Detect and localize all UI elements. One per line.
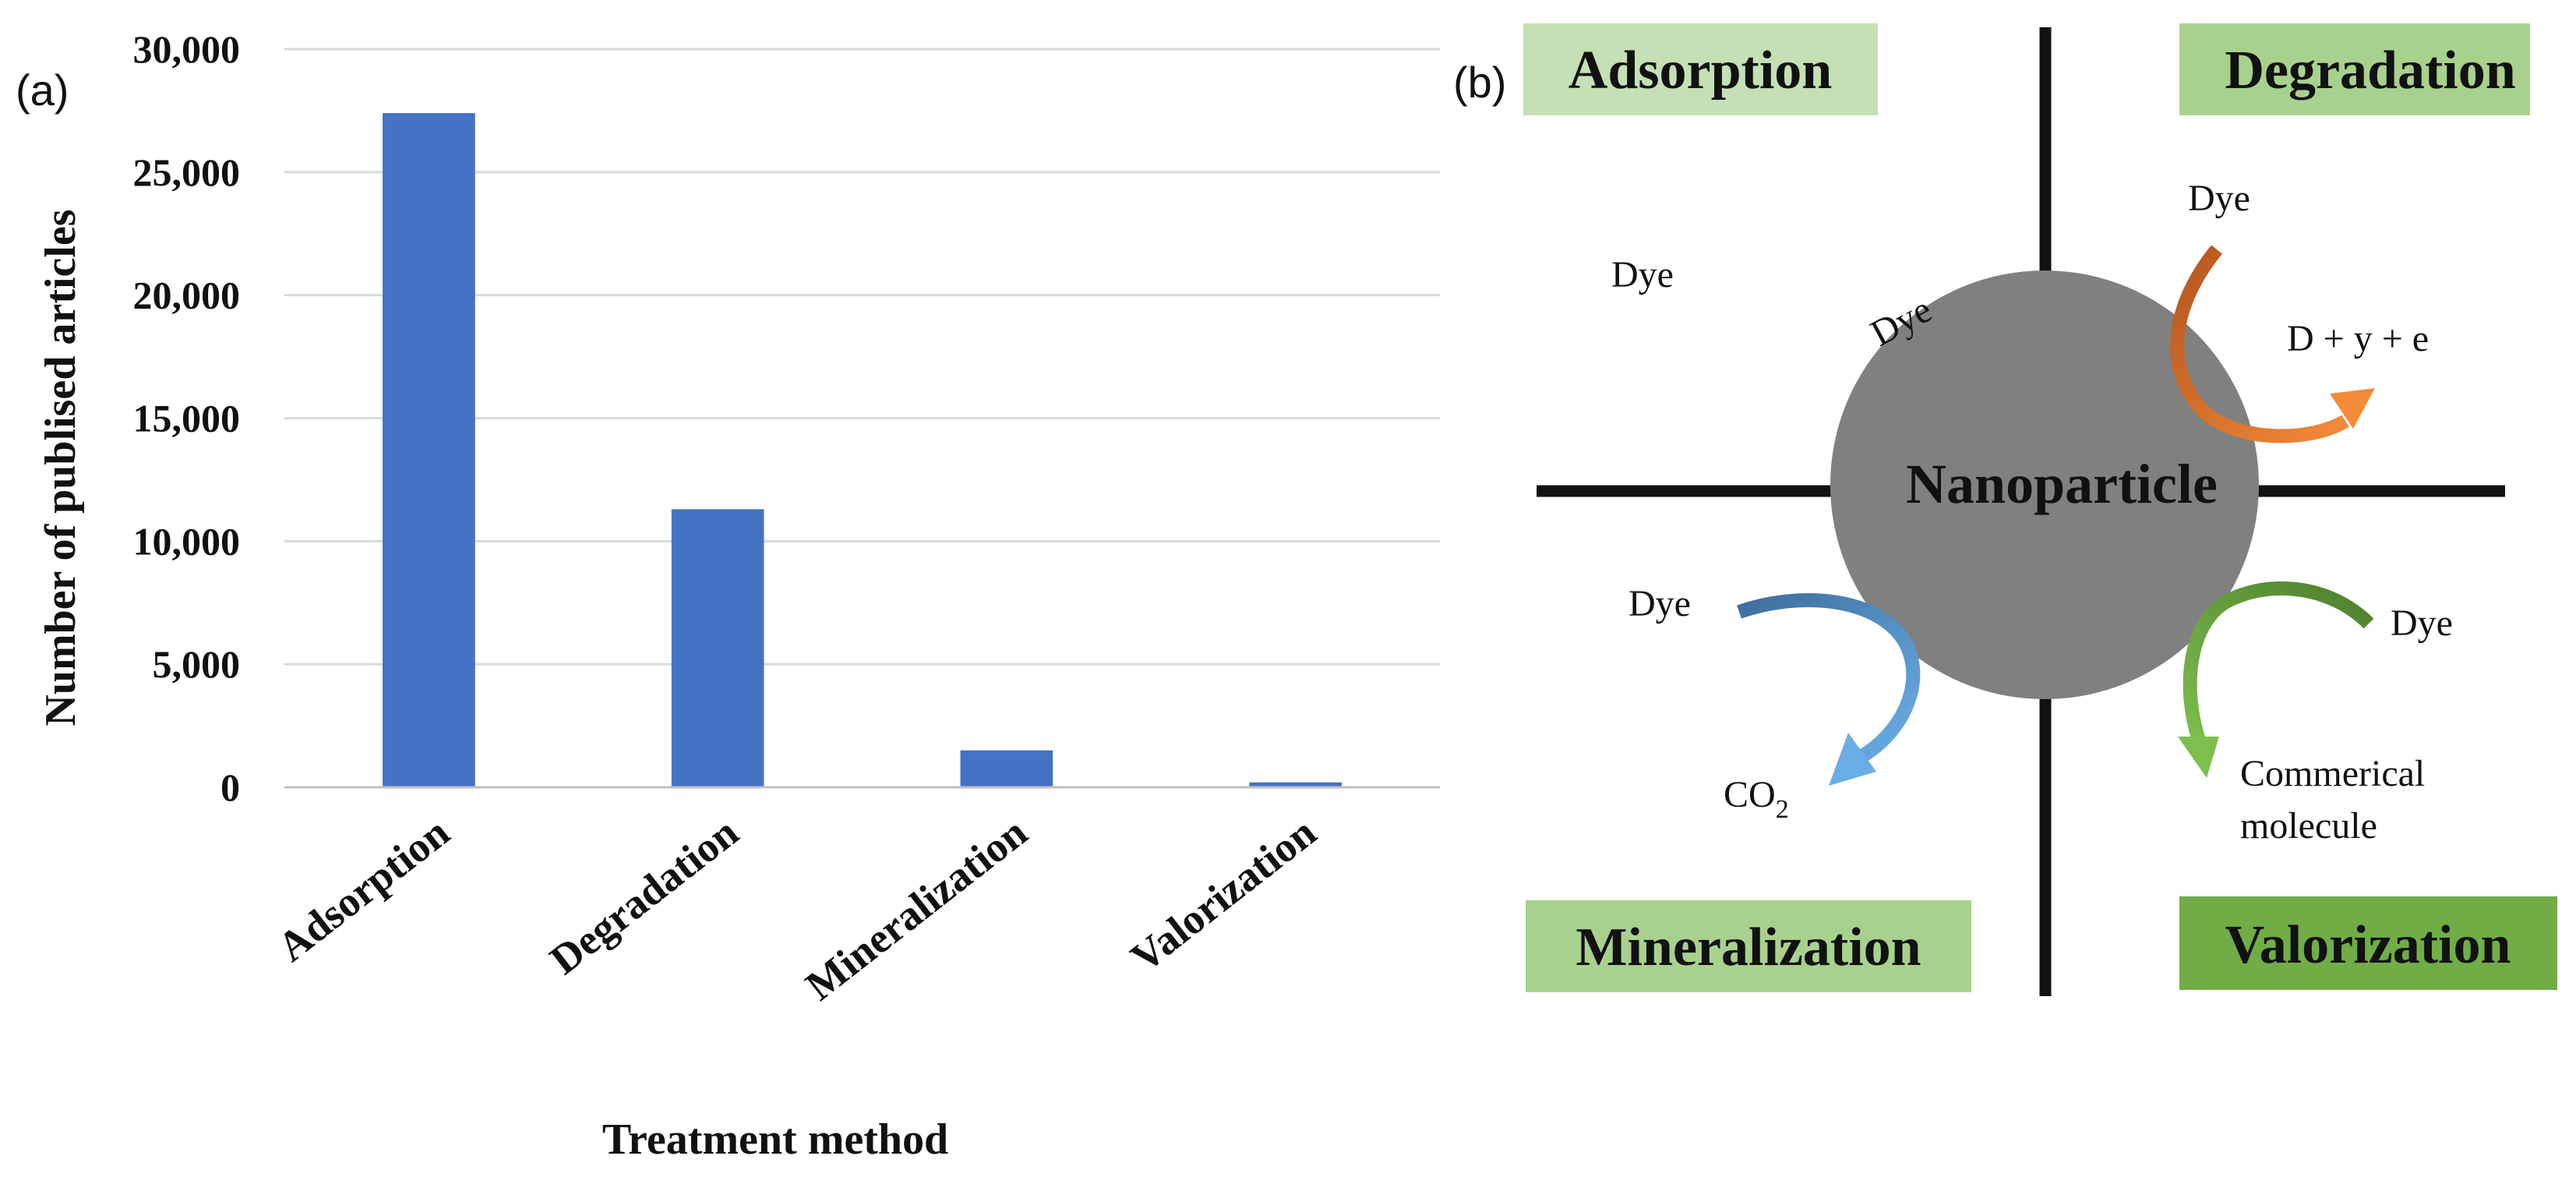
- y-tick-label: 30,000: [133, 27, 241, 71]
- adsorption-label-box: [1523, 23, 1878, 115]
- degradation-arrow: [2170, 245, 2349, 444]
- co2-label: CO2: [1724, 774, 1789, 824]
- valorization-label-box: [2179, 896, 2557, 990]
- valorization-arrowhead: [2178, 737, 2219, 778]
- y-tick-label: 15,000: [133, 397, 241, 440]
- chart-bars: [383, 113, 1342, 787]
- panel-b-label: (b): [1453, 58, 1506, 107]
- bar-degradation: [671, 509, 764, 787]
- y-axis-ticks: 0 5,000 10,000 15,000 20,000 25,000 30,000: [133, 27, 241, 809]
- y-tick-label: 0: [221, 765, 240, 809]
- mineralization-label: Mineralization: [1576, 917, 1921, 977]
- panel-a-label: (a): [16, 65, 69, 115]
- x-tick-label-valorization: Valorization: [1122, 808, 1325, 981]
- degradation-label-box: [2179, 23, 2530, 115]
- x-tick-label-adsorption: Adsorption: [269, 808, 458, 970]
- mechanism-diagram-panel: (b) Adsorption Degradation Mineralizatio…: [1453, 23, 2557, 996]
- product-label-line2: molecule: [2240, 805, 2377, 847]
- bar-valorization: [1249, 782, 1342, 787]
- co2-main: CO: [1724, 774, 1776, 815]
- x-axis-ticks: Adsorption Degradation Mineralization Valor…: [269, 808, 1325, 1009]
- bar-mineralization: [960, 750, 1053, 787]
- valorization-label: Valorization: [2225, 915, 2511, 975]
- y-tick-label: 20,000: [133, 274, 241, 317]
- mineralization-dye-label: Dye: [1629, 583, 1691, 624]
- y-tick-label: 5,000: [153, 642, 241, 686]
- x-tick-label-degradation: Degradation: [542, 808, 747, 984]
- degradation-dye-label: Dye: [2188, 178, 2250, 219]
- chart-gridlines: [284, 48, 1440, 666]
- y-axis-title: Number of publised articles: [37, 209, 85, 726]
- mineralization-label-box: [1526, 900, 1971, 992]
- adsorption-label: Adsorption: [1569, 41, 1832, 101]
- product-label-line1: Commerical: [2240, 753, 2425, 794]
- co2-subscript: 2: [1776, 795, 1789, 824]
- valorization-dye-label: Dye: [2391, 603, 2453, 644]
- valorization-arrow: [2183, 581, 2374, 743]
- x-axis-title: Treatment method: [602, 1115, 948, 1164]
- y-tick-label: 10,000: [133, 519, 241, 563]
- free-dye-label: Dye: [1611, 254, 1674, 295]
- nanoparticle-label: Nanoparticle: [1906, 453, 2218, 515]
- y-tick-label: 25,000: [133, 150, 241, 194]
- degradation-label: Degradation: [2225, 41, 2515, 101]
- bar-adsorption: [383, 113, 475, 787]
- x-tick-label-mineralization: Mineralization: [797, 808, 1036, 1009]
- degradation-arrowhead: [2330, 388, 2375, 429]
- nanoparticle-circle: [1830, 270, 2259, 699]
- degradation-products-label: D + y + e: [2287, 318, 2429, 359]
- bar-chart-panel: (a) 0 5,000 10,000 15,000 20,000 25,000 30,000…: [16, 27, 1440, 1164]
- mineralization-arrow: [1737, 593, 1921, 762]
- mineralization-arrowhead: [1829, 733, 1876, 786]
